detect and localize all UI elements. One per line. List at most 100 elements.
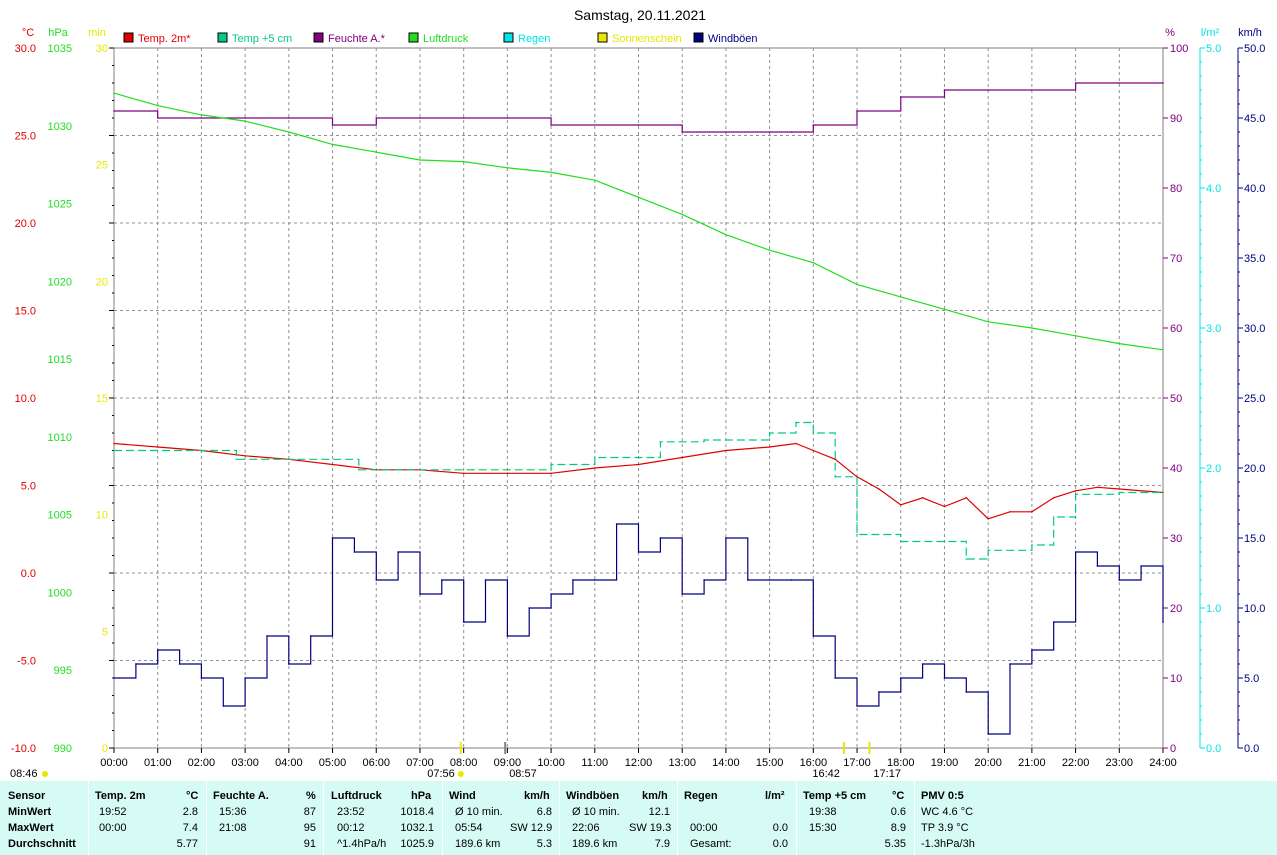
time-tick-label: 03:00 [231,757,259,769]
sunrise-label: 08:46 [10,768,38,780]
table-cell-r_a: Gesamt: [690,838,732,850]
table-cell-w_b: SW 12.9 [510,822,553,834]
kmh-tick-label: 40.0 [1244,183,1265,195]
time-tick-label: 11:00 [581,757,608,769]
data-point-temp-2m [681,456,683,459]
data-point-luftdruck [768,249,771,251]
data-point-windb-en [528,607,530,609]
data-point-temp-5-cm [1052,516,1055,518]
data-point-windb-en [288,663,290,665]
data-point-feuchte-a [288,117,290,119]
data-point-windb-en [1009,663,1011,665]
header-regen-unit: l/m² [765,790,785,802]
sun-icon [42,771,48,777]
data-point-luftdruck [1031,327,1033,329]
legend-label: Temp +5 cm [232,33,292,45]
data-point-windb-en [1118,579,1121,581]
header-pmv: PMV 0:5 [921,790,964,802]
data-point-windb-en [703,579,705,581]
hpa-tick-label: 1020 [48,276,72,288]
data-point-windb-en [1140,565,1142,567]
kmh-tick-label: 50.0 [1244,43,1265,55]
data-point-windb-en [266,635,268,637]
data-point-temp-2m [987,518,989,520]
time-tick-label: 17:00 [843,757,871,769]
data-point-windb-en [1052,621,1055,623]
pct-tick-label: 80 [1170,183,1182,195]
min-tick-label: 30 [96,43,108,55]
data-point-luftdruck [943,308,946,311]
data-point-luftdruck [1118,342,1121,345]
temp-tick-label: 20.0 [15,218,36,230]
time-tick-label: 20:00 [974,757,1002,769]
data-point-luftdruck [1074,335,1077,337]
kmh-tick-label: 35.0 [1244,253,1265,265]
data-point-temp-5-cm [235,458,238,461]
header-temp5cm-unit: °C [892,790,905,802]
time-tick-label: 13:00 [668,757,696,769]
time-tick-label: 16:00 [800,757,828,769]
temp-tick-label: -5.0 [17,656,36,668]
data-point-windb-en [244,677,246,679]
data-point-feuchte-a [987,89,989,91]
data-point-luftdruck [1162,349,1164,351]
data-point-windb-en [878,691,880,693]
data-point-luftdruck [288,131,290,133]
kmh-tick-label: 15.0 [1244,533,1265,545]
data-point-feuchte-a [113,110,115,112]
unit-label-lm2: l/m² [1201,27,1220,39]
time-tick-label: 07:00 [406,757,434,769]
time-tick-label: 00:00 [100,757,128,769]
hpa-tick-label: 1035 [48,43,72,55]
min-tick-label: 5 [102,626,108,638]
table-cell-t2_val: 2.8 [182,806,198,818]
data-point-windb-en [834,677,836,679]
data-point-windb-en [812,635,815,637]
data-point-temp-2m [795,442,797,445]
temp-tick-label: 30.0 [15,43,36,55]
temp-tick-label: -10.0 [11,743,36,755]
data-point-luftdruck [156,104,159,107]
data-point-luftdruck [244,120,246,122]
data-point-windb-en [572,579,574,581]
time-tick-label: 06:00 [362,757,390,769]
data-point-windb-en [113,677,115,679]
data-point-windb-en [725,537,727,539]
data-point-feuchte-a [375,117,378,119]
table-cell-t2_val: 5.77 [176,838,198,850]
data-point-temp-2m [943,505,946,508]
data-point-windb-en [222,705,225,707]
data-point-windb-en [659,537,662,539]
table-cell-t2_val: 7.4 [182,822,198,834]
pct-tick-label: 20 [1170,603,1182,615]
pct-tick-label: 70 [1170,253,1182,265]
data-point-temp-5-cm [812,432,815,434]
header-wind-unit: km/h [524,790,550,802]
header-wind: Wind [449,790,476,802]
table-cell-b_b: SW 19.3 [629,822,672,834]
data-point-temp-2m [462,472,465,475]
data-point-windb-en [331,537,334,539]
time-tick-label: 10:00 [537,757,565,769]
unit-label-kmh: km/h [1238,27,1262,39]
table-cell-w_a: 05:54 [455,822,483,834]
table-cell-l_time: 23:52 [337,806,365,818]
legend-swatch [217,32,228,43]
data-point-windb-en [790,579,793,581]
kmh-tick-label: 45.0 [1244,113,1265,125]
data-point-temp-2m [965,497,968,499]
min-tick-label: 20 [96,276,108,288]
temp-tick-label: 5.0 [21,481,36,493]
header-sensor: Sensor [8,790,46,802]
table-cell-t2_time: 19:52 [99,806,127,818]
data-point-temp-2m [113,442,115,445]
data-point-windb-en [965,691,968,693]
data-point-temp-2m [331,463,334,466]
table-cell-l_val: 1025.9 [400,838,434,850]
data-point-windb-en [506,635,509,637]
pct-tick-label: 100 [1170,43,1188,55]
legend: Temp. 2m* Temp +5 cm Feuchte A.* Luftdruck R… [123,32,758,45]
data-point-luftdruck [594,179,596,181]
sunset-time: 16:42 [812,768,840,780]
data-point-temp-2m [1096,486,1099,489]
